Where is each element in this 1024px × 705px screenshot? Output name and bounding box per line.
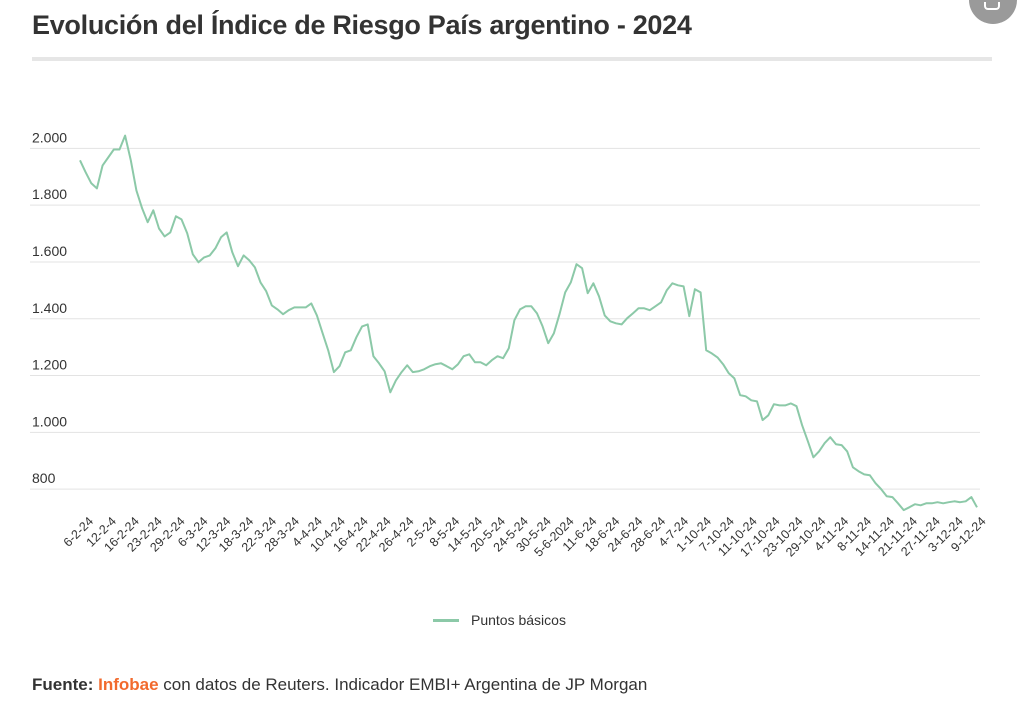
y-tick-label: 1.000	[32, 413, 67, 429]
y-tick-label: 1.600	[32, 243, 67, 259]
source-prefix: Fuente:	[32, 675, 94, 694]
legend[interactable]: Puntos básicos	[433, 612, 566, 628]
y-tick-label: 1.200	[32, 357, 67, 373]
source-text: con datos de Reuters. Indicador EMBI+ Ar…	[158, 675, 648, 694]
legend-label: Puntos básicos	[471, 612, 566, 628]
y-tick-label: 1.400	[32, 300, 67, 316]
y-tick-label: 2.000	[32, 129, 67, 145]
source-link[interactable]: Infobae	[98, 675, 159, 694]
title-divider	[32, 57, 992, 61]
series-line	[79, 134, 978, 512]
y-tick-label: 1.800	[32, 186, 67, 202]
chart-title: Evolución del Índice de Riesgo País arge…	[32, 10, 692, 40]
y-tick-label: 800	[32, 470, 56, 486]
line-chart: 8001.0001.2001.4001.6001.8002.0006-2-241…	[30, 129, 989, 560]
legend-swatch	[433, 618, 459, 622]
source-note: Fuente: Infobae con datos de Reuters. In…	[32, 675, 647, 695]
